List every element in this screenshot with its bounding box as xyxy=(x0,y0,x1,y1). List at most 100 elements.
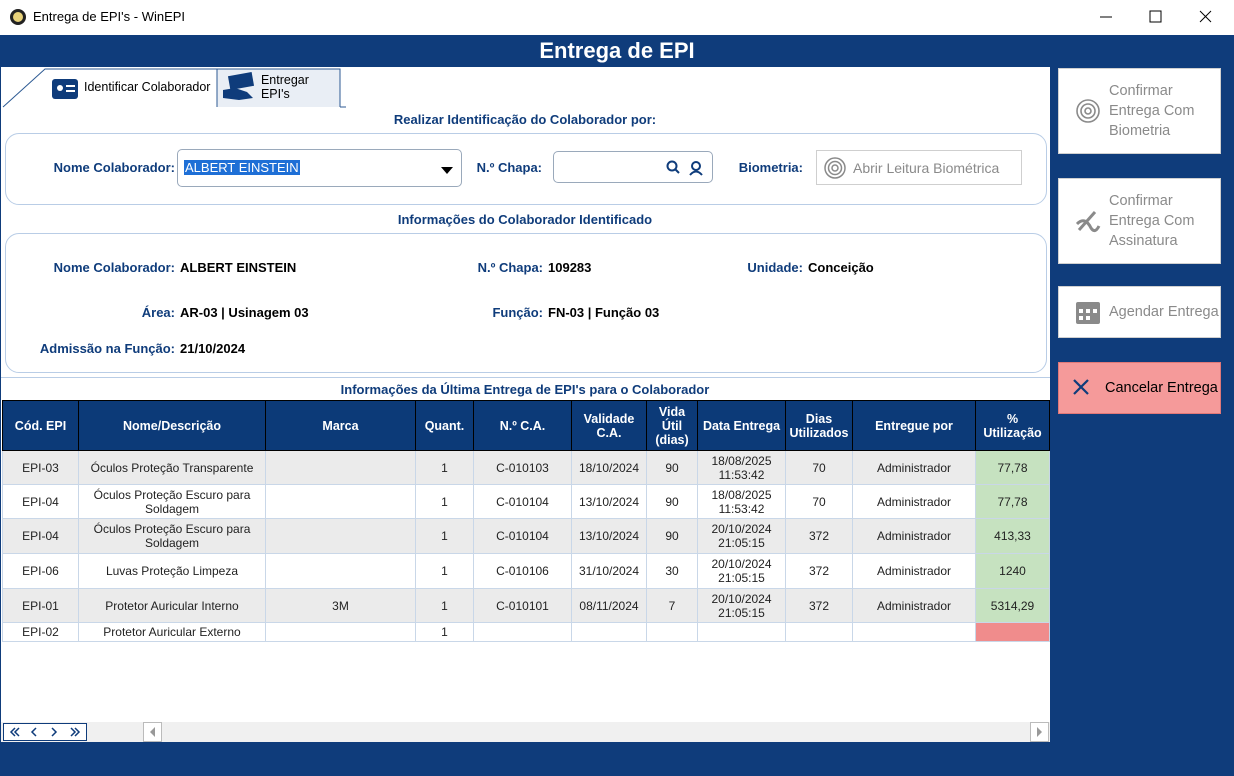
table-cell: 90 xyxy=(646,484,698,519)
identification-box xyxy=(5,133,1047,205)
table-row[interactable]: EPI-06 Luvas Proteção Limpeza 1 C-010106 31/… xyxy=(2,553,1050,589)
table-cell: 3M xyxy=(265,588,416,623)
table-cell: 77,78 xyxy=(975,484,1050,519)
tab-icon xyxy=(223,72,255,100)
header-row: Cód. EPI Nome/Descrição Marca Quant. N.º C.A… xyxy=(2,400,1050,451)
table-cell: 30 xyxy=(646,553,698,589)
field-value: Conceição xyxy=(808,260,874,275)
table-cell: 90 xyxy=(646,450,698,485)
biometric-button[interactable]: Abrir Leitura Biométrica xyxy=(816,150,1022,185)
action-button[interactable]: Cancelar Entrega xyxy=(1058,362,1221,414)
table-cell xyxy=(785,622,853,642)
table-cell: Protetor Auricular Interno xyxy=(78,588,266,623)
table-cell: 5314,29 xyxy=(975,588,1050,623)
table-cell: 20/10/2024 21:05:15 xyxy=(697,518,786,554)
table-cell: 31/10/2024 xyxy=(571,553,647,589)
table-cell: 90 xyxy=(646,518,698,554)
chapa-input[interactable] xyxy=(553,151,713,183)
button-label: Agendar Entrega xyxy=(1109,304,1219,320)
table-cell: 372 xyxy=(785,553,853,589)
table-row[interactable]: EPI-04 Óculos Proteção Escuro para Soldag… xyxy=(2,484,1050,519)
column-header: Nome/Descrição xyxy=(78,400,266,451)
field-value: 21/10/2024 xyxy=(180,341,246,356)
column-header: Quant. xyxy=(415,400,474,451)
column-header: Marca xyxy=(265,400,416,451)
field-label: Área: xyxy=(141,305,175,320)
table-cell: 77,78 xyxy=(975,450,1050,485)
table-cell: Óculos Proteção Escuro para Soldagem xyxy=(78,484,266,519)
window-title: Entrega de EPI's - WinEPI xyxy=(33,9,186,24)
action-button[interactable]: Agendar Entrega xyxy=(1058,286,1221,338)
field-label: N.º Chapa: xyxy=(476,160,542,175)
table-cell xyxy=(265,622,416,642)
action-button[interactable]: Confirmar Entrega Com Biometria xyxy=(1058,68,1221,154)
table-cell: 372 xyxy=(785,588,853,623)
table-cell: Administrador xyxy=(852,484,976,519)
action-button[interactable]: Confirmar Entrega Com Assinatura xyxy=(1058,178,1221,264)
table-cell: Administrador xyxy=(852,553,976,589)
table-cell: 18/10/2024 xyxy=(571,450,647,485)
button-icon xyxy=(1075,211,1101,233)
button-icon xyxy=(1076,99,1100,123)
column-header: Entregue por xyxy=(852,400,976,451)
table-cell xyxy=(975,622,1050,642)
field-label: Biometria: xyxy=(738,160,803,175)
table-cell: EPI-01 xyxy=(2,588,79,623)
table-cell: 1 xyxy=(415,622,474,642)
record-navigator[interactable] xyxy=(3,723,87,741)
section-heading: Realizar Identificação do Colaborador po… xyxy=(393,112,657,127)
table-cell xyxy=(697,622,786,642)
table-cell: Administrador xyxy=(852,588,976,623)
info-box xyxy=(5,233,1047,373)
table-cell: EPI-03 xyxy=(2,450,79,485)
horizontal-scrollbar[interactable] xyxy=(143,722,1050,742)
table-row[interactable]: EPI-03 Óculos Proteção Transparente 1 C-010… xyxy=(2,450,1050,485)
table-cell: 18/08/2025 11:53:42 xyxy=(697,450,786,485)
divider xyxy=(1,377,1050,378)
table-cell: 20/10/2024 21:05:15 xyxy=(697,588,786,623)
table-cell xyxy=(473,622,572,642)
app-icon xyxy=(10,9,26,25)
table-cell: 13/10/2024 xyxy=(571,484,647,519)
tab-icon xyxy=(52,79,78,99)
table-cell: 13/10/2024 xyxy=(571,518,647,554)
table-cell: 1 xyxy=(415,518,474,554)
column-header: Cód. EPI xyxy=(2,400,79,451)
tab[interactable]: Identificar Colaborador xyxy=(50,68,216,106)
table-cell: Luvas Proteção Limpeza xyxy=(78,553,266,589)
table-cell: 1 xyxy=(415,588,474,623)
field-label: N.º Chapa: xyxy=(477,260,543,275)
table-cell: C-010103 xyxy=(473,450,572,485)
table-row[interactable]: EPI-01 Protetor Auricular Interno 3M 1 C-010… xyxy=(2,588,1050,623)
table-cell xyxy=(852,622,976,642)
search-icons xyxy=(666,160,703,176)
table-cell xyxy=(265,450,416,485)
window-controls[interactable] xyxy=(1090,5,1230,29)
collaborator-dropdown[interactable]: ALBERT EINSTEIN xyxy=(177,149,462,187)
table-cell: C-010106 xyxy=(473,553,572,589)
table-cell: 70 xyxy=(785,484,853,519)
field-label: Nome Colaborador: xyxy=(53,160,175,175)
field-value: FN-03 | Função 03 xyxy=(548,305,660,320)
button-label: Confirmar Entrega Com Biometria xyxy=(1109,83,1195,139)
button-label: Abrir Leitura Biométrica xyxy=(853,159,1000,176)
field-label: Admissão na Função: xyxy=(39,341,175,356)
page-header: Entrega de EPI xyxy=(0,35,1234,67)
table-cell xyxy=(265,553,416,589)
button-label: Confirmar Entrega Com Assinatura xyxy=(1109,193,1195,249)
table-cell: EPI-02 xyxy=(2,622,79,642)
table-cell: C-010101 xyxy=(473,588,572,623)
tab-label: Identificar Colaborador xyxy=(84,80,211,94)
table-cell: Protetor Auricular Externo xyxy=(78,622,266,642)
table-row[interactable]: EPI-04 Óculos Proteção Escuro para Soldag… xyxy=(2,518,1050,554)
table-cell: EPI-04 xyxy=(2,518,79,554)
table-cell: 18/08/2025 11:53:42 xyxy=(697,484,786,519)
table-row[interactable]: EPI-02 Protetor Auricular Externo 1 xyxy=(2,622,1050,642)
column-header: Data Entrega xyxy=(697,400,786,451)
table-cell: C-010104 xyxy=(473,518,572,554)
dropdown-arrow xyxy=(441,167,453,174)
field-value: ALBERT EINSTEIN xyxy=(180,260,297,275)
table-cell: 1 xyxy=(415,450,474,485)
tab[interactable]: Entregar EPI's xyxy=(221,68,341,106)
